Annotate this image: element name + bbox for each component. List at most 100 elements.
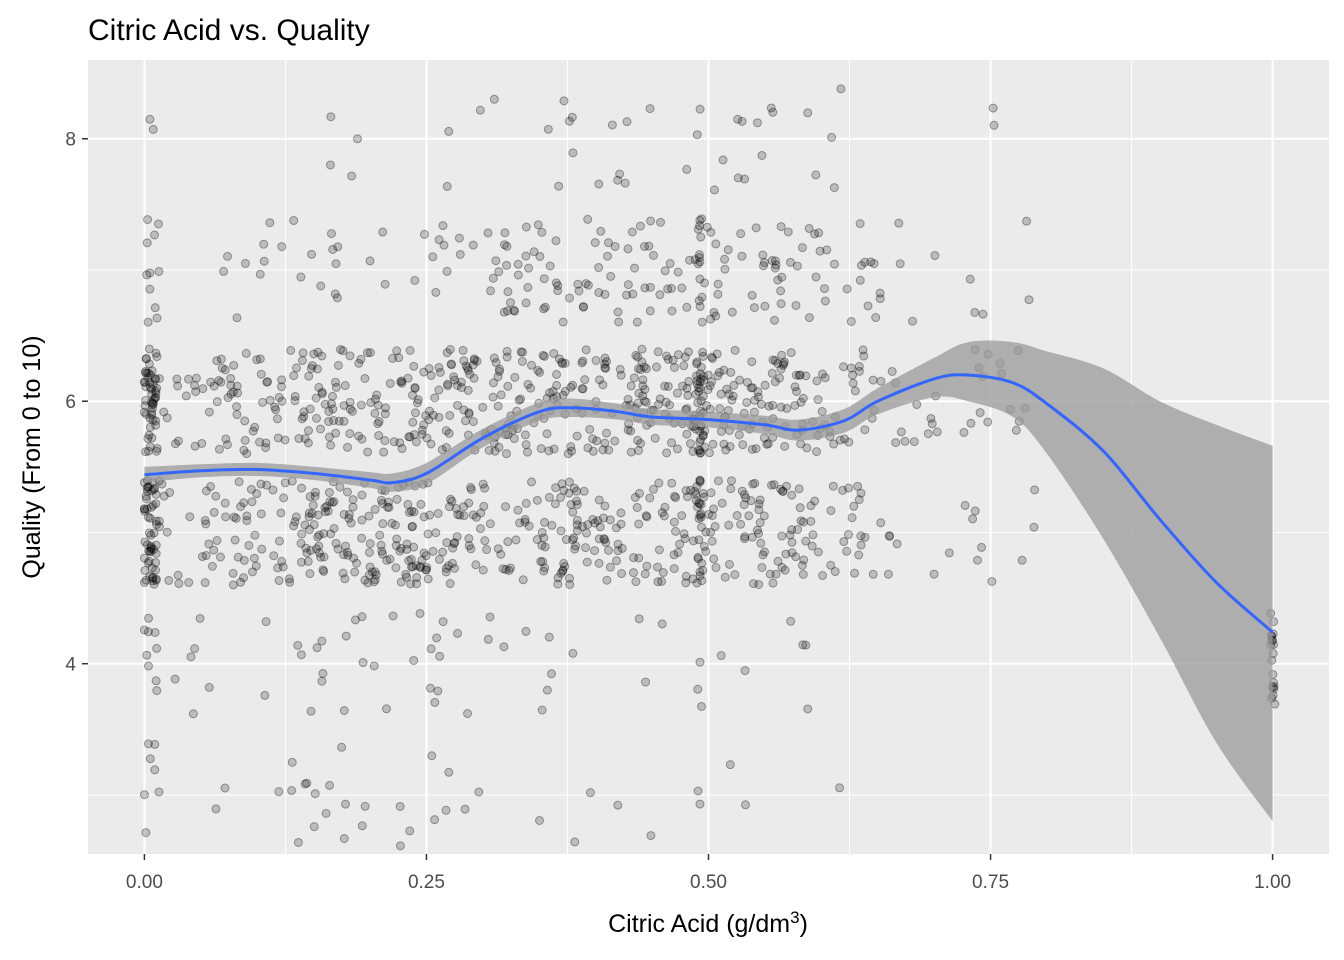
data-point bbox=[141, 382, 151, 392]
data-point bbox=[849, 501, 859, 511]
data-point bbox=[671, 493, 681, 503]
data-point bbox=[306, 545, 316, 555]
data-point bbox=[384, 502, 394, 512]
data-point bbox=[696, 232, 706, 242]
data-point bbox=[572, 496, 582, 506]
data-point bbox=[314, 541, 324, 551]
data-point bbox=[826, 560, 836, 570]
data-point bbox=[186, 652, 196, 662]
data-point bbox=[417, 429, 427, 439]
data-point bbox=[447, 360, 457, 370]
data-point bbox=[544, 492, 554, 502]
data-point bbox=[742, 397, 752, 407]
data-point bbox=[746, 383, 756, 393]
data-point bbox=[623, 280, 633, 290]
data-point bbox=[317, 389, 327, 399]
data-point bbox=[856, 540, 866, 550]
data-point bbox=[740, 174, 750, 184]
data-point bbox=[811, 170, 821, 180]
data-point bbox=[989, 120, 999, 130]
data-point bbox=[388, 611, 398, 621]
data-point bbox=[428, 410, 438, 420]
data-point bbox=[638, 391, 648, 401]
data-point bbox=[600, 359, 610, 369]
data-point bbox=[770, 356, 780, 366]
data-point bbox=[558, 565, 568, 575]
data-point bbox=[255, 269, 265, 279]
data-point bbox=[465, 369, 475, 379]
data-point bbox=[321, 808, 331, 818]
data-point bbox=[445, 410, 455, 420]
data-point bbox=[1017, 555, 1027, 565]
data-point bbox=[593, 516, 603, 526]
data-point bbox=[425, 406, 435, 416]
data-point bbox=[716, 389, 726, 399]
data-point bbox=[505, 298, 515, 308]
data-point bbox=[677, 283, 687, 293]
data-point bbox=[145, 268, 155, 278]
data-point bbox=[417, 425, 427, 435]
data-point bbox=[513, 259, 523, 269]
data-point bbox=[623, 425, 633, 435]
data-point bbox=[1022, 216, 1032, 226]
data-point bbox=[438, 221, 448, 231]
data-point bbox=[437, 445, 447, 455]
data-point bbox=[648, 484, 658, 494]
data-point bbox=[392, 346, 402, 356]
data-point bbox=[143, 373, 153, 383]
data-point bbox=[322, 501, 332, 511]
data-point bbox=[335, 482, 345, 492]
data-point bbox=[319, 529, 329, 539]
data-point bbox=[396, 543, 406, 553]
data-point bbox=[653, 399, 663, 409]
data-point bbox=[204, 407, 214, 417]
data-point bbox=[558, 566, 568, 576]
data-point bbox=[411, 561, 421, 571]
data-point bbox=[145, 513, 155, 523]
data-point bbox=[559, 96, 569, 106]
data-point bbox=[695, 274, 705, 284]
data-point bbox=[695, 567, 705, 577]
data-point bbox=[299, 412, 309, 422]
data-point bbox=[402, 572, 412, 582]
data-point bbox=[660, 381, 670, 391]
data-point bbox=[771, 569, 781, 579]
data-point bbox=[329, 523, 339, 533]
data-point bbox=[786, 348, 796, 358]
data-point bbox=[441, 567, 451, 577]
data-point bbox=[300, 520, 310, 530]
data-point bbox=[896, 427, 906, 437]
data-point bbox=[251, 561, 261, 571]
data-point bbox=[722, 384, 732, 394]
data-point bbox=[682, 383, 692, 393]
data-point bbox=[707, 353, 717, 363]
data-point bbox=[372, 390, 382, 400]
data-point bbox=[595, 522, 605, 532]
data-point bbox=[151, 575, 161, 585]
data-point bbox=[742, 377, 752, 387]
data-point bbox=[357, 434, 367, 444]
data-point bbox=[148, 572, 158, 582]
data-point bbox=[692, 371, 702, 381]
data-point bbox=[146, 383, 156, 393]
data-point bbox=[694, 498, 704, 508]
data-point bbox=[145, 378, 155, 388]
data-point bbox=[614, 317, 624, 327]
data-point bbox=[258, 397, 268, 407]
data-point bbox=[557, 357, 567, 367]
data-point bbox=[261, 617, 271, 627]
data-point bbox=[444, 561, 454, 571]
data-point bbox=[983, 417, 993, 427]
data-point bbox=[603, 251, 613, 261]
data-point bbox=[406, 562, 416, 572]
data-point bbox=[662, 448, 672, 458]
data-point bbox=[425, 510, 435, 520]
data-point bbox=[174, 579, 184, 589]
data-point bbox=[630, 492, 640, 502]
data-point bbox=[151, 558, 161, 568]
data-point bbox=[494, 267, 504, 277]
data-point bbox=[274, 576, 284, 586]
data-point bbox=[501, 565, 511, 575]
data-point bbox=[140, 377, 150, 387]
data-point bbox=[801, 371, 811, 381]
